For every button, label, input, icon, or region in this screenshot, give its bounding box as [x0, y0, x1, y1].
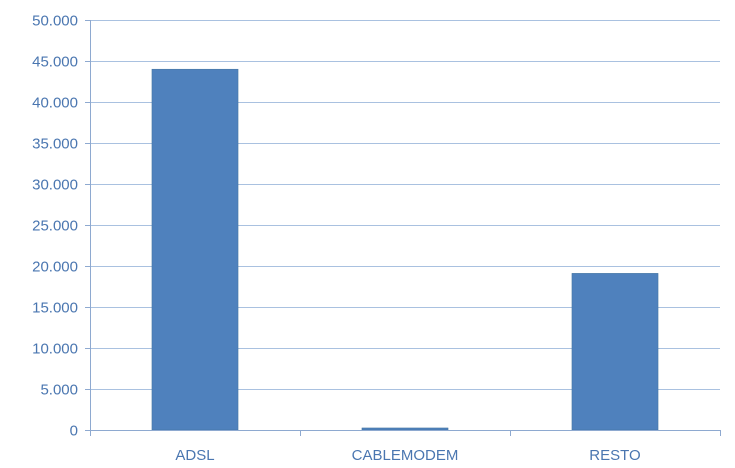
y-tick-label: 45.000: [32, 54, 78, 71]
x-tick-label: CABLEMODEM: [352, 447, 459, 464]
bar-resto: [571, 273, 659, 431]
y-tick-label: 35.000: [32, 136, 78, 153]
x-tick-label: ADSL: [175, 447, 214, 464]
x-tick-labels: ADSL CABLEMODEM RESTO: [175, 447, 640, 464]
x-tick-label: RESTO: [589, 447, 640, 464]
y-tick-labels: 0 5.000 10.000 15.000 20.000 25.000 30.000 35.0…: [32, 13, 78, 440]
y-tick-label: 50.000: [32, 13, 78, 30]
y-tick-label: 10.000: [32, 341, 78, 358]
y-tick-label: 40.000: [32, 95, 78, 112]
bar-adsl: [151, 68, 239, 431]
y-tick-label: 20.000: [32, 259, 78, 276]
y-tick-label: 25.000: [32, 218, 78, 235]
bars: [151, 68, 659, 431]
y-tick-label: 5.000: [40, 382, 78, 399]
axes: [85, 20, 721, 436]
y-tick-label: 30.000: [32, 177, 78, 194]
y-tick-label: 15.000: [32, 300, 78, 317]
bar-cablemodem: [361, 427, 449, 431]
y-tick-label: 0: [70, 423, 78, 440]
